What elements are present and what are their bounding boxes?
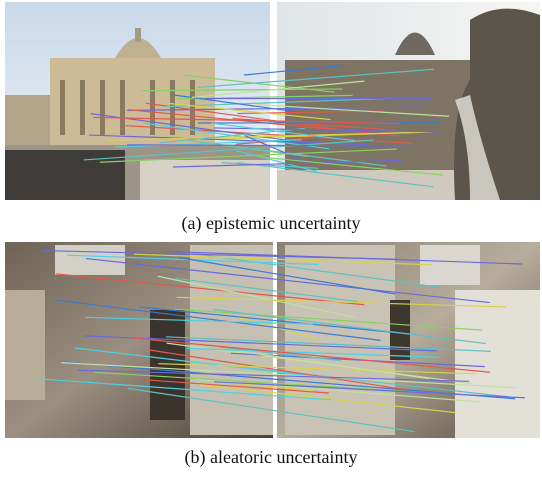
figure: (a) epistemic uncertainty (b) aleatoric … — [0, 0, 542, 480]
caption: (b) aleatoric uncertainty — [185, 447, 358, 468]
page: (a) epistemic uncertainty (b) aleatoric … — [0, 0, 542, 480]
caption: (a) epistemic uncertainty — [182, 213, 361, 234]
photo-bottom-right — [277, 242, 540, 438]
photo-top-left — [5, 2, 270, 200]
